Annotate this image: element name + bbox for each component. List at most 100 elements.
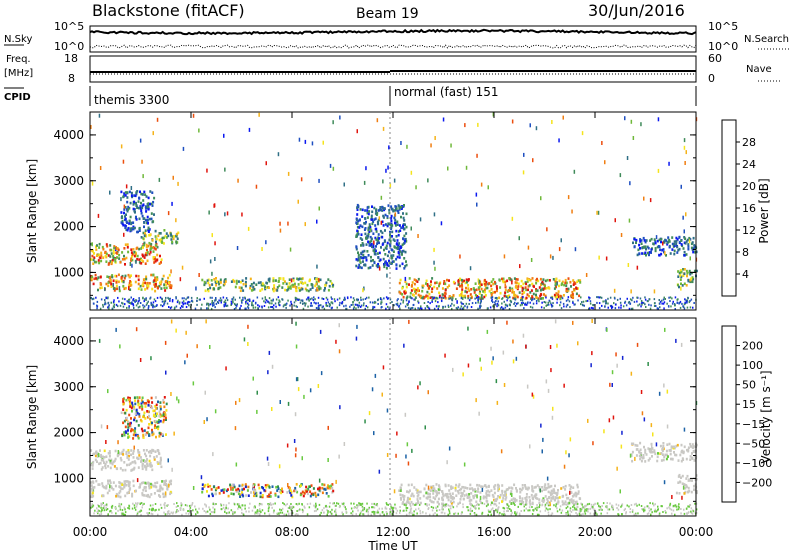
- radar-cell: [529, 305, 532, 308]
- radar-cell: [311, 297, 313, 300]
- radar-cell: [491, 298, 493, 301]
- radar-cell: [114, 258, 116, 261]
- radar-cell: [434, 266, 436, 271]
- radar-cell: [659, 302, 661, 305]
- radar-cell: [375, 264, 378, 267]
- radar-cell: [519, 496, 521, 500]
- radar-cell: [147, 202, 150, 205]
- radar-cell: [95, 260, 98, 264]
- radar-cell: [107, 479, 109, 483]
- radar-cell: [519, 490, 522, 494]
- radar-cell: [624, 300, 627, 303]
- radar-cell: [385, 296, 388, 299]
- radar-cell: [299, 281, 302, 284]
- radar-cell: [410, 297, 412, 299]
- radar-cell: [390, 219, 393, 223]
- radar-cell: [383, 207, 386, 210]
- radar-cell: [230, 280, 233, 283]
- radar-cell: [394, 224, 397, 227]
- radar-cell: [107, 263, 110, 266]
- radar-cell: [147, 230, 150, 233]
- radar-cell: [565, 305, 568, 308]
- radar-cell: [543, 488, 546, 491]
- radar-cell: [244, 507, 246, 510]
- radar-cell: [472, 489, 475, 492]
- radar-cell: [527, 301, 529, 304]
- radar-cell: [413, 513, 415, 516]
- radar-cell: [120, 197, 122, 202]
- radar-cell: [552, 278, 555, 281]
- radar-cell: [118, 485, 121, 488]
- radar-cell: [392, 250, 395, 253]
- radar-cell: [117, 296, 119, 299]
- nave-right-tick-high: 60: [708, 52, 722, 65]
- radar-cell: [516, 281, 518, 285]
- radar-cell: [508, 294, 510, 298]
- radar-cell: [523, 291, 526, 294]
- radar-cell: [97, 504, 99, 507]
- radar-cell: [529, 278, 532, 282]
- radar-cell: [386, 216, 389, 220]
- radar-cell: [135, 201, 137, 205]
- radar-cell: [237, 489, 239, 493]
- radar-cell: [468, 289, 471, 293]
- colorbar-tick-label: 12: [742, 224, 756, 237]
- radar-cell: [141, 204, 144, 208]
- radar-cell: [505, 488, 508, 492]
- radar-cell: [112, 279, 115, 282]
- radar-cell: [423, 302, 426, 304]
- radar-cell: [669, 507, 671, 510]
- radar-cell: [429, 489, 432, 492]
- radar-cell: [132, 304, 135, 307]
- radar-cell: [489, 511, 491, 513]
- radar-cell: [137, 200, 140, 203]
- radar-cell: [620, 304, 622, 307]
- radar-cell: [400, 298, 403, 301]
- radar-cell: [105, 503, 108, 506]
- radar-cell: [645, 453, 648, 456]
- radar-cell: [125, 418, 128, 422]
- radar-cell: [355, 264, 358, 268]
- radar-cell: [142, 237, 145, 240]
- radar-cell: [130, 186, 133, 190]
- radar-cell: [420, 305, 422, 308]
- radar-cell: [421, 289, 424, 293]
- radar-cell: [379, 258, 382, 262]
- radar-cell: [157, 513, 159, 516]
- radar-cell: [142, 415, 145, 419]
- radar-cell: [600, 512, 602, 515]
- radar-cell: [453, 304, 455, 307]
- radar-cell: [499, 307, 502, 310]
- radar-cell: [169, 492, 172, 496]
- radar-cell: [689, 504, 691, 507]
- radar-cell: [576, 513, 578, 516]
- radar-cell: [614, 307, 617, 310]
- radar-cell: [130, 194, 133, 197]
- radar-cell: [673, 451, 675, 454]
- radar-cell: [133, 194, 136, 197]
- radar-cell: [257, 307, 259, 310]
- radar-cell: [124, 243, 127, 246]
- radar-cell: [591, 306, 593, 309]
- radar-cell: [395, 235, 398, 238]
- radar-cell: [661, 453, 664, 456]
- radar-cell: [150, 396, 153, 400]
- radar-cell: [165, 409, 168, 412]
- radar-cell: [517, 302, 519, 305]
- radar-cell: [309, 494, 312, 498]
- radar-cell: [115, 512, 117, 515]
- radar-cell: [142, 433, 145, 437]
- radar-cell: [206, 490, 208, 493]
- radar-cell: [647, 505, 650, 508]
- radar-cell: [678, 506, 680, 509]
- radar-cell: [329, 304, 331, 306]
- radar-cell: [408, 512, 411, 515]
- radar-cell: [433, 307, 436, 310]
- radar-cell: [677, 270, 680, 273]
- radar-cell: [649, 198, 652, 203]
- radar-cell: [105, 508, 108, 511]
- radar-cell: [399, 278, 402, 282]
- radar-cell: [405, 263, 408, 267]
- radar-cell: [171, 300, 174, 303]
- radar-cell: [105, 260, 108, 263]
